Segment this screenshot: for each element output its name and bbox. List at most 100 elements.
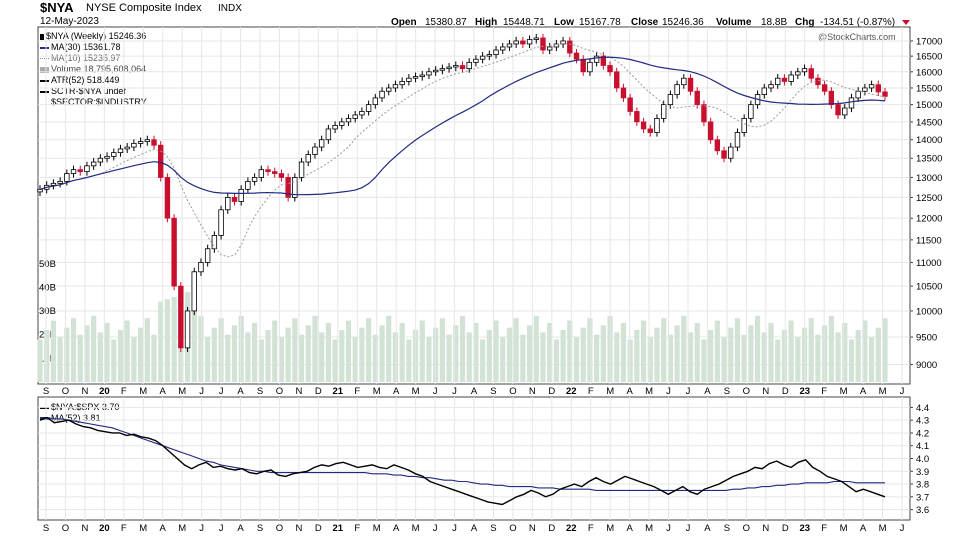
price-tick-label: 10000 [916, 306, 942, 317]
volume-bar [868, 337, 875, 382]
candle-body [587, 61, 593, 73]
volume-bar [768, 322, 774, 382]
candle-body [842, 107, 848, 116]
candle-body [432, 69, 439, 73]
candle-body [734, 132, 741, 148]
volume-bar [875, 327, 881, 382]
candle-icon [40, 33, 44, 40]
candle-body [701, 104, 707, 123]
x-tick-label: 23 [799, 523, 810, 534]
volume-bar [728, 327, 734, 382]
x-tick-label: D [548, 523, 555, 534]
candle-body [707, 121, 714, 141]
volume-bar [674, 325, 680, 382]
x-tick-label: M [606, 386, 614, 397]
candle-body [64, 173, 70, 182]
candle-body [640, 121, 647, 130]
candle-body [607, 65, 613, 73]
candle-body [466, 61, 472, 70]
down-arrow-icon [902, 20, 910, 25]
candle-body [70, 169, 77, 174]
x-tick-label: M [139, 523, 147, 534]
x-tick-label: S [490, 523, 496, 534]
volume-bar [473, 322, 479, 382]
volume-bar [828, 315, 834, 382]
volume-bar [640, 320, 647, 382]
volume-bar [70, 318, 77, 382]
volume-bar [325, 322, 331, 382]
candle-body [111, 152, 117, 157]
volume-bar [319, 332, 325, 382]
candle-body [667, 94, 674, 106]
candle-body [520, 40, 526, 45]
volume-bar [520, 334, 526, 382]
legend-label: $NYA (Weekly) 15246.36 [46, 31, 147, 41]
x-tick-label: N [295, 523, 302, 534]
x-tick-label: S [257, 523, 263, 534]
candle-body [647, 128, 653, 133]
x-tick-label: S [724, 523, 730, 534]
candle-body [848, 97, 855, 109]
x-tick-label: M [879, 386, 887, 397]
candle-body [533, 37, 539, 40]
candle-body [694, 90, 700, 106]
candle-body [748, 104, 754, 119]
x-tick-label: A [237, 386, 244, 397]
line-icon [40, 46, 49, 49]
exchange: INDX [218, 3, 242, 14]
candle-body [426, 71, 432, 76]
candle-body [312, 146, 318, 155]
candle-body [627, 97, 633, 112]
candle-body [339, 121, 345, 126]
volume-bar [533, 315, 539, 382]
candle-body [761, 87, 767, 95]
x-tick-label: O [276, 523, 283, 534]
candle-body [211, 235, 218, 250]
legend-item-volume: Volume 18,795,608,064 [40, 64, 146, 74]
volume-bar [104, 322, 110, 382]
x-tick-label: A [471, 523, 478, 534]
candle-body [868, 84, 875, 89]
x-tick-label: N [81, 386, 88, 397]
volume-bar [158, 301, 164, 382]
candle-body [332, 125, 338, 130]
volume-bar [258, 339, 264, 382]
volume-bar [855, 330, 861, 382]
candle-body [278, 173, 285, 178]
volume-bar [50, 320, 57, 382]
candle-body [204, 248, 211, 263]
volume-bar [359, 327, 365, 382]
x-tick-label: O [276, 386, 283, 397]
volume-bar [446, 334, 452, 382]
chg-label: Chg [795, 17, 815, 28]
volume-bar [734, 318, 741, 382]
candle-body [855, 90, 861, 99]
volume-bar [775, 339, 781, 382]
x-tick-label: N [762, 523, 769, 534]
volume-bar [808, 318, 814, 382]
candle-body [231, 197, 238, 202]
x-tick-label: D [315, 523, 322, 534]
ma30-line [39, 56, 886, 196]
volume-bar [815, 334, 821, 382]
x-tick-label: D [782, 386, 789, 397]
candle-body [258, 169, 265, 178]
candle-body [57, 180, 63, 184]
x-tick-label: 20 [99, 523, 110, 534]
ratio-tick-label: 4.3 [916, 416, 929, 427]
x-tick-label: A [704, 386, 711, 397]
volume-bar [137, 327, 144, 382]
volume-bar [164, 299, 171, 382]
price-tick-label: 15500 [916, 83, 942, 94]
candle-body [821, 84, 828, 92]
volume-bar [225, 334, 231, 382]
volume-bar [466, 332, 472, 382]
x-tick-label: A [237, 523, 244, 534]
x-tick-label: 23 [799, 386, 810, 397]
x-tick-label: A [160, 386, 167, 397]
volume-bar [781, 330, 788, 382]
ratio-tick-label: 4.0 [916, 454, 929, 465]
x-tick-label: 22 [566, 386, 577, 397]
open-value: 15380.87 [425, 17, 467, 28]
volume-bar [332, 339, 338, 382]
